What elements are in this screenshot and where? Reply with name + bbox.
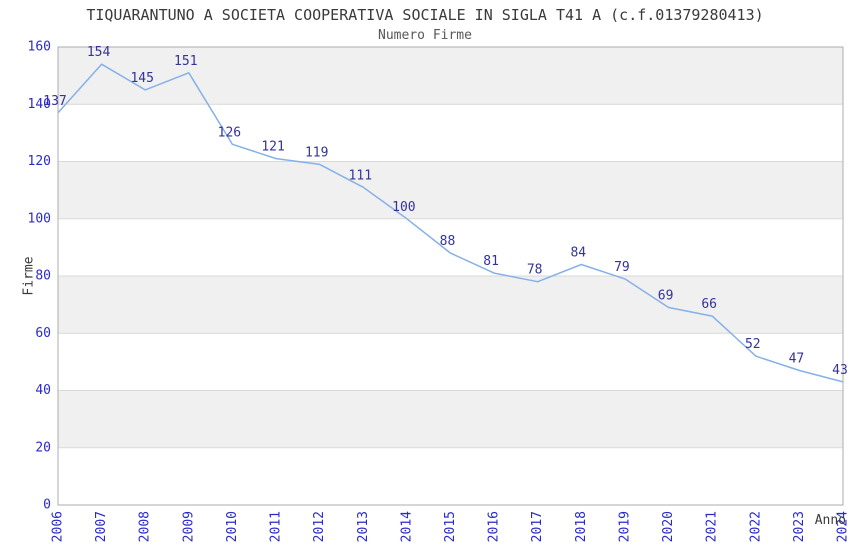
y-axis-title: Firme (22, 256, 37, 295)
x-tick-label: 2011 (269, 511, 284, 542)
y-tick-label: 80 (35, 269, 51, 284)
series-line (57, 63, 844, 383)
plot-border (57, 46, 844, 506)
data-point-label: 78 (527, 263, 543, 278)
data-point-label: 84 (570, 246, 586, 261)
y-tick-label: 160 (28, 40, 51, 55)
x-tick-label: 2023 (792, 511, 807, 542)
x-tick-label: 2020 (661, 511, 676, 542)
data-point-label: 47 (789, 352, 805, 367)
data-point-label: 121 (261, 140, 284, 155)
y-tick-label: 0 (43, 498, 51, 513)
data-point-label: 66 (701, 297, 717, 312)
data-point-label: 111 (349, 168, 372, 183)
x-tick-label: 2009 (181, 511, 196, 542)
plot-band (58, 161, 843, 219)
x-tick-label: 2024 (836, 511, 850, 542)
data-point-label: 126 (218, 125, 241, 140)
chart-title: TIQUARANTUNO A SOCIETA COOPERATIVA SOCIA… (86, 6, 764, 24)
data-point-label: 100 (392, 200, 415, 215)
y-tick-label: 40 (35, 383, 51, 398)
data-point-label: 154 (87, 45, 111, 60)
plot-band (58, 218, 843, 276)
plot-band (58, 104, 843, 162)
plot-band (58, 447, 843, 505)
x-tick-label: 2018 (574, 511, 589, 542)
data-point-label: 119 (305, 145, 328, 160)
plot-band (58, 47, 843, 105)
data-point-label: 69 (658, 289, 674, 304)
x-tick-label: 2019 (617, 511, 632, 542)
x-tick-label: 2022 (748, 511, 763, 542)
data-point-label: 88 (440, 234, 456, 249)
plot-band (58, 276, 843, 334)
x-tick-label: 2012 (312, 511, 327, 542)
y-tick-label: 20 (35, 440, 51, 455)
data-point-label: 145 (130, 71, 153, 86)
x-tick-label: 2006 (51, 511, 66, 542)
y-tick-label: 140 (28, 97, 51, 112)
y-tick-label: 100 (28, 211, 51, 226)
data-point-label: 151 (174, 54, 197, 69)
data-point-label: 79 (614, 260, 630, 275)
x-tick-label: 2013 (356, 511, 371, 542)
x-tick-label: 2008 (138, 511, 153, 542)
y-tick-label: 60 (35, 326, 51, 341)
data-point-label: 43 (832, 363, 848, 378)
x-tick-label: 2010 (225, 511, 240, 542)
x-tick-label: 2015 (443, 511, 458, 542)
plot-band (58, 333, 843, 391)
x-tick-label: 2017 (530, 511, 545, 542)
chart-subtitle: Numero Firme (378, 28, 472, 43)
y-tick-label: 120 (28, 154, 51, 169)
x-tick-label: 2021 (705, 511, 720, 542)
data-point-label: 52 (745, 337, 761, 352)
x-tick-label: 2014 (399, 511, 414, 542)
data-point-label: 81 (483, 254, 499, 269)
x-tick-label: 2016 (487, 511, 502, 542)
x-tick-label: 2007 (94, 511, 109, 542)
plot-band (58, 390, 843, 448)
x-axis-title: Anno (815, 513, 846, 528)
data-point-label: 137 (43, 94, 66, 109)
